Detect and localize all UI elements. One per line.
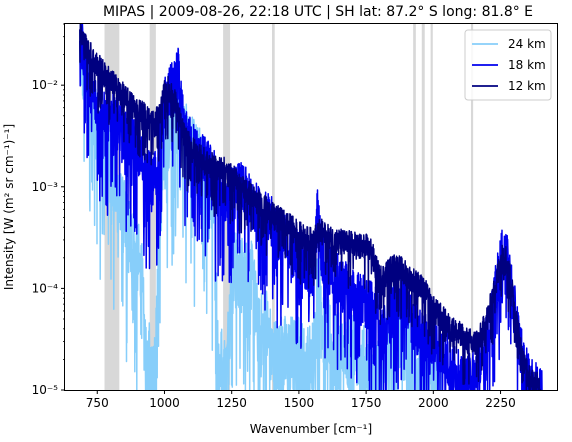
- legend-label: 24 km: [508, 37, 546, 51]
- series-lines: [79, 23, 543, 391]
- series-line-12-km: [79, 23, 542, 391]
- legend-box: [464, 29, 552, 101]
- y-axis-label: Intensity [W (m² sr cm⁻¹)⁻¹]: [2, 124, 16, 290]
- legend: 24 km 18 km 12 km: [464, 29, 552, 101]
- y-tick-label: 10⁻²: [32, 78, 59, 92]
- y-axis: 10⁻⁵ 10⁻⁴ 10⁻³ 10⁻²: [32, 23, 65, 397]
- shaded-band: [413, 24, 416, 390]
- legend-label: 18 km: [508, 58, 546, 72]
- y-tick-label: 10⁻⁵: [32, 383, 59, 397]
- shaded-band: [421, 24, 425, 390]
- x-tick-label: 2250: [485, 396, 516, 410]
- plot-frame: [64, 23, 558, 391]
- y-tick-label: 10⁻⁴: [32, 281, 59, 295]
- x-tick-label: 2000: [418, 396, 449, 410]
- chart-title: MIPAS | 2009-08-26, 22:18 UTC | SH lat: …: [103, 4, 533, 20]
- legend-label: 12 km: [508, 79, 546, 93]
- x-axis: 750 1000 1250 1500 1750 2000 2250: [86, 390, 516, 410]
- shaded-band: [149, 24, 156, 390]
- shaded-band: [430, 24, 433, 390]
- x-tick-label: 1000: [149, 396, 180, 410]
- shaded-band: [470, 24, 474, 390]
- x-tick-label: 1500: [284, 396, 315, 410]
- x-tick-label: 1750: [351, 396, 382, 410]
- series-line-18-km: [79, 23, 543, 391]
- x-tick-label: 750: [86, 396, 109, 410]
- x-tick-label: 1250: [216, 396, 247, 410]
- y-tick-label: 10⁻³: [32, 180, 59, 194]
- x-axis-label: Wavenumber [cm⁻¹]: [250, 422, 372, 436]
